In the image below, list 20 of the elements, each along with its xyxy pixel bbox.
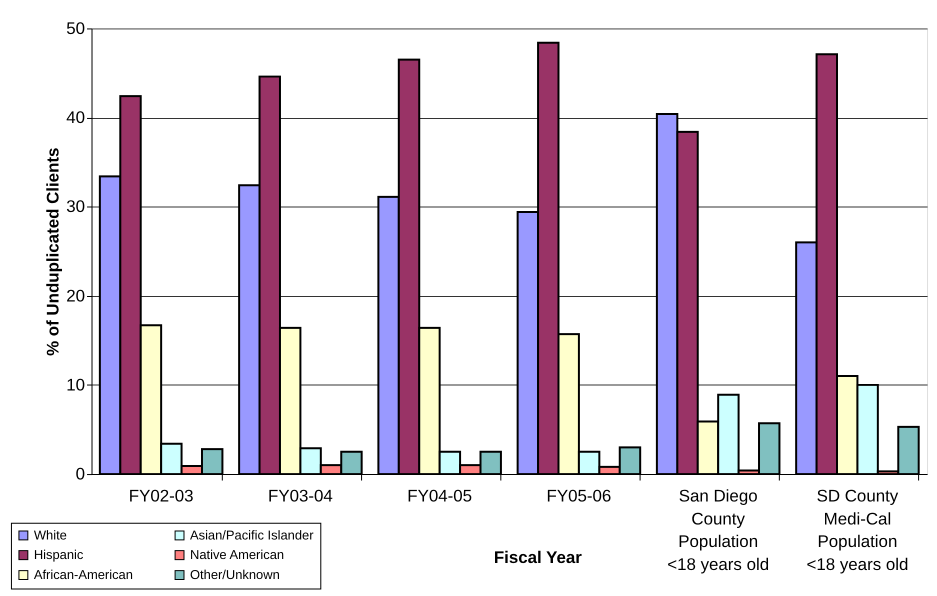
legend-label: Asian/Pacific Islander xyxy=(190,527,314,542)
x-axis-title: Fiscal Year xyxy=(494,548,582,568)
legend-label: African-American xyxy=(34,567,133,582)
legend-label: Hispanic xyxy=(34,547,84,562)
x-tick-label: FY05-06 xyxy=(546,486,612,506)
legend-label: White xyxy=(34,527,67,542)
x-tick-label: FY03-04 xyxy=(268,486,333,506)
x-tick-label: FY04-05 xyxy=(407,486,472,506)
legend-label: Native American xyxy=(190,547,284,562)
y-tick-label: 10 xyxy=(66,375,86,394)
y-axis-title: % of Unduplicated Clients xyxy=(43,148,62,356)
x-tick-label: SD County Medi-Cal Population <18 years old xyxy=(806,486,908,574)
y-tick-label: 0 xyxy=(76,464,86,484)
y-tick-label: 20 xyxy=(66,286,86,306)
y-tick-label: 50 xyxy=(66,18,86,38)
legend-label: Other/Unknown xyxy=(190,567,280,582)
y-tick-label: 30 xyxy=(66,197,86,216)
y-tick-label: 40 xyxy=(66,108,86,128)
x-tick-label: FY02-03 xyxy=(128,486,194,506)
x-tick-label: San Diego County Population <18 years old xyxy=(667,486,770,574)
